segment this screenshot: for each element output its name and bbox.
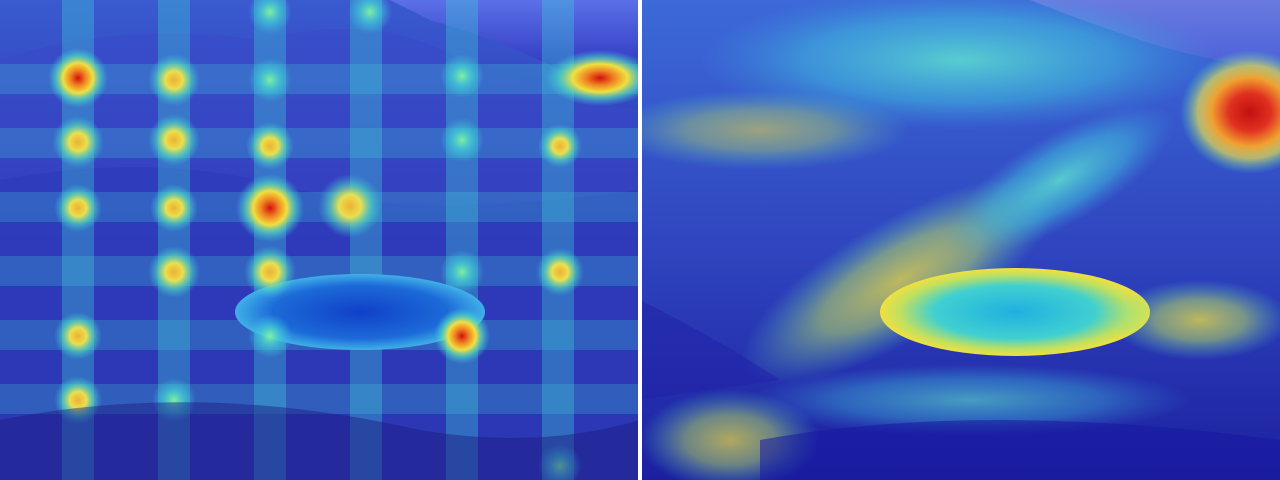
left-heatmap-panel (0, 0, 640, 480)
left-heatmap-image (0, 0, 640, 480)
panel-divider (638, 0, 642, 480)
right-heatmap-panel (640, 0, 1280, 480)
right-heatmap-image (640, 0, 1280, 480)
